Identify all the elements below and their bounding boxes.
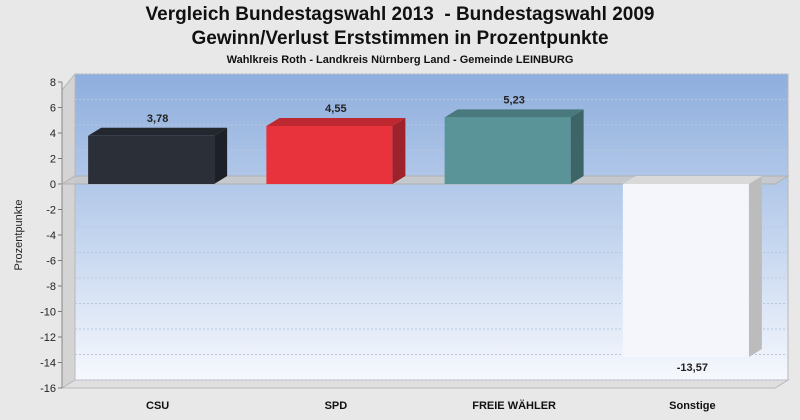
bar-side <box>748 176 762 358</box>
chart-title-line1: Vergleich Bundestagswahl 2013 - Bundesta… <box>145 4 655 25</box>
y-tick-label: -14 <box>40 358 56 370</box>
bar-top <box>266 117 406 126</box>
x-category-label: Sonstige <box>669 400 715 412</box>
plot-side-wall <box>61 72 76 389</box>
y-tick-label: 8 <box>50 77 56 89</box>
y-tick-label: -10 <box>40 307 56 319</box>
bar-top <box>622 176 762 184</box>
data-label: 4,55 <box>325 103 346 115</box>
y-tick-label: 0 <box>50 179 56 191</box>
data-label: 5,23 <box>503 94 524 106</box>
data-label: -13,57 <box>677 362 708 374</box>
chart-title-line2: Gewinn/Verlust Erststimmen in Prozentpun… <box>191 28 609 49</box>
y-tick-label: 6 <box>50 103 56 115</box>
y-tick-label: -16 <box>40 383 56 395</box>
bar-front <box>266 125 393 184</box>
bar-side <box>570 109 584 184</box>
plot-floor <box>60 379 790 389</box>
x-category-label: CSU <box>146 400 169 412</box>
bar-top <box>88 127 228 136</box>
bar-side <box>392 117 406 184</box>
y-tick-label: 2 <box>50 154 56 166</box>
y-tick-label: -8 <box>46 281 56 293</box>
bar-csu <box>88 127 228 184</box>
chart-subtitle: Wahlkreis Roth - Landkreis Nürnberg Land… <box>226 54 574 66</box>
bar-spd <box>266 117 406 184</box>
x-category-label: FREIE WÄHLER <box>472 399 556 412</box>
bar-side <box>214 127 228 184</box>
bar-top <box>444 109 584 118</box>
y-tick-label: -4 <box>46 230 56 242</box>
y-axis-label: Prozentpunkte <box>13 200 25 271</box>
y-tick-label: 4 <box>50 128 56 140</box>
bar-front <box>622 184 749 358</box>
bar-front <box>444 117 571 184</box>
y-tick-label: -6 <box>46 256 56 268</box>
x-category-label: SPD <box>325 400 348 412</box>
bar-freie-w-hler <box>444 109 584 184</box>
data-label: 3,78 <box>147 113 168 125</box>
bar-front <box>88 135 215 184</box>
bar-sonstige <box>622 176 762 358</box>
y-tick-label: -12 <box>40 332 56 344</box>
y-tick-label: -2 <box>46 205 56 217</box>
